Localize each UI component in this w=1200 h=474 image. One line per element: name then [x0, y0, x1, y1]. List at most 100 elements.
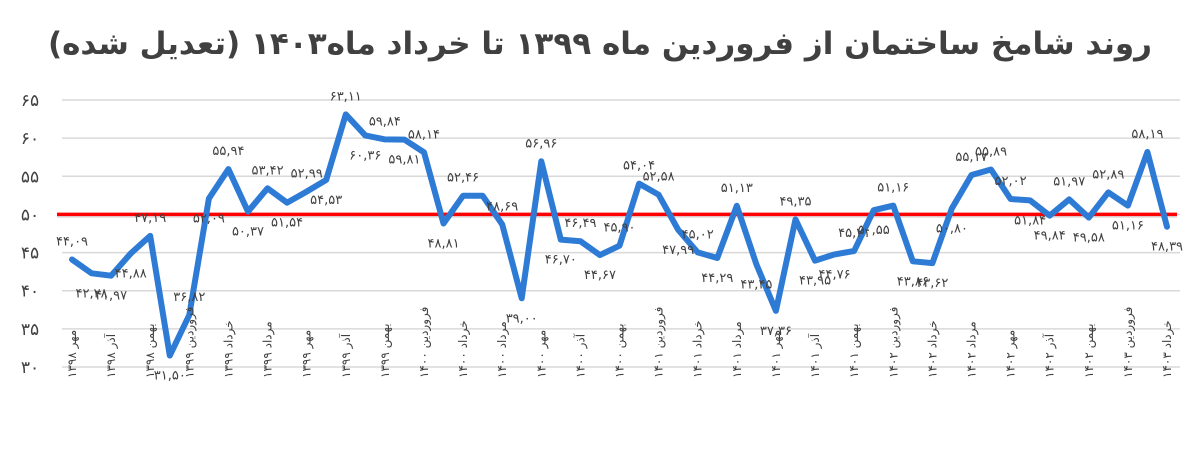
- data-point-label: ۵۲,۴۶: [447, 171, 479, 186]
- x-tick-label: فروردین ۱۴۰۱: [652, 307, 667, 378]
- x-tick-label: مرداد ۱۴۰۱: [730, 321, 745, 378]
- data-point-label: ۴۷,۱۹: [134, 211, 166, 226]
- data-point-label: ۴۱,۹۷: [95, 289, 127, 304]
- data-point-label: ۵۸,۱۹: [1131, 127, 1163, 142]
- data-point-label: ۴۴,۷۶: [819, 267, 851, 282]
- data-point-label: ۴۹,۳۵: [779, 194, 811, 209]
- data-point-label: ۴۵,۰۲: [682, 227, 714, 242]
- y-tick-label: ۳۵: [21, 320, 39, 340]
- data-point-label: ۵۲,۸۹: [1092, 167, 1124, 182]
- data-point-label: ۴۴,۰۹: [56, 235, 88, 250]
- data-point-label: ۵۰,۵۵: [858, 223, 890, 238]
- data-point-label: ۵۱,۵۴: [271, 216, 303, 231]
- data-point-label: ۵۶,۹۶: [525, 136, 557, 151]
- x-tick-label: فروردین ۱۳۹۹: [182, 307, 197, 378]
- data-point-label: ۵۲,۰۹: [193, 211, 225, 226]
- y-tick-label: ۵۵: [21, 167, 39, 187]
- x-tick-label: خرداد ۱۴۰۱: [691, 320, 706, 378]
- data-point-label: ۴۳,۸۶: [897, 274, 929, 289]
- data-point-label: ۴۴,۸۸: [115, 266, 147, 281]
- x-tick-label: بهمن ۱۳۹۹: [378, 323, 393, 378]
- data-point-label: ۴۳,۹۵: [799, 274, 831, 289]
- x-tick-label: مهر ۱۴۰۲: [1004, 330, 1019, 378]
- data-point-label: ۶۳,۱۱: [330, 89, 362, 104]
- x-tick-label: خرداد ۱۴۰۳: [1160, 320, 1175, 378]
- series-line: [69, 111, 1170, 359]
- data-point-label: ۴۲,۲۸: [76, 286, 108, 301]
- data-point-label: ۳۷,۳۶: [760, 324, 792, 339]
- x-tick-label: فروردین ۱۴۰۳: [1121, 307, 1136, 378]
- data-point-label: ۵۵,۹۴: [212, 144, 244, 159]
- y-axis-ticks: ۳۰ ۳۵ ۴۰ ۴۵ ۵۰ ۵۵ ۶۰ ۶۵: [21, 91, 39, 378]
- x-tick-label: بهمن ۱۴۰۰: [613, 323, 628, 378]
- data-point-label: ۴۴,۶۷: [584, 268, 616, 283]
- data-point-label: ۴۸,۸۱: [427, 237, 459, 252]
- data-point-label: ۴۳,۴۵: [740, 277, 772, 292]
- data-point-label: ۴۴,۲۹: [701, 271, 733, 286]
- data-point-label: ۴۸,۶۹: [486, 199, 518, 214]
- x-tick-label: بهمن ۱۳۹۸: [143, 323, 158, 378]
- x-tick-label: مهر ۱۴۰۱: [769, 330, 784, 378]
- x-tick-label: آذر ۱۴۰۱: [807, 333, 823, 378]
- data-point-label: ۴۹,۵۸: [1073, 231, 1105, 246]
- data-point-label: ۵۰,۸۰: [936, 221, 968, 236]
- data-point-label: ۵۱,۱۳: [721, 181, 753, 196]
- x-axis-labels: مهر ۱۳۹۸ آذر ۱۳۹۸ بهمن ۱۳۹۸ فروردین ۱۳۹۹ خرد…: [65, 307, 1175, 378]
- data-point-label: ۵۲,۹۹: [291, 167, 323, 182]
- chart-title: روند شامخ ساختمان از فروردین ماه ۱۳۹۹ تا…: [47, 26, 1153, 62]
- data-point-label: ۶۰,۳۶: [349, 148, 381, 163]
- x-tick-label: مهر ۱۳۹۹: [300, 330, 315, 378]
- data-point-label: ۳۶,۸۲: [173, 290, 205, 305]
- data-point-label: ۴۵,۲۱: [838, 226, 870, 241]
- x-tick-label: مرداد ۱۴۰۲: [964, 321, 979, 378]
- data-point-label: ۵۴,۵۳: [310, 193, 342, 208]
- data-point-label: ۴۶,۴۹: [564, 216, 596, 231]
- x-tick-label: فروردین ۱۴۰۰: [417, 307, 432, 378]
- data-point-label: ۴۵,۹۰: [603, 221, 635, 236]
- y-tick-label: ۶۰: [21, 129, 39, 149]
- series-polyline: [69, 111, 1170, 359]
- y-tick-label: ۶۵: [21, 91, 39, 111]
- x-tick-label: مهر ۱۴۰۰: [534, 330, 549, 378]
- data-point-label: ۵۲,۵۸: [643, 170, 675, 185]
- y-tick-label: ۴۰: [21, 282, 39, 302]
- x-tick-label: آذر ۱۴۰۰: [572, 333, 588, 378]
- data-point-label: ۳۱,۵۰: [154, 369, 186, 384]
- x-tick-label: مهر ۱۳۹۸: [65, 330, 80, 378]
- data-point-label: ۵۰,۳۷: [232, 225, 264, 240]
- data-point-label: ۴۷,۹۹: [662, 243, 694, 258]
- data-point-label: ۵۲,۰۲: [995, 174, 1027, 189]
- data-point-label: ۵۳,۴۲: [252, 163, 284, 178]
- x-tick-label: بهمن ۱۴۰۱: [847, 323, 862, 378]
- x-tick-label: مرداد ۱۴۰۰: [495, 321, 510, 378]
- data-point-label: ۵۵,۸۹: [975, 144, 1007, 159]
- data-point-label: ۵۱,۱۶: [1112, 219, 1144, 234]
- y-tick-label: ۴۵: [21, 244, 39, 264]
- y-tick-label: ۳۰: [21, 358, 39, 378]
- x-tick-label: آذر ۱۳۹۸: [103, 333, 119, 378]
- data-point-label: ۳۹,۰۰: [506, 311, 538, 326]
- x-tick-label: آذر ۱۳۹۹: [338, 333, 354, 378]
- data-point-label: ۵۹,۸۴: [369, 114, 401, 129]
- x-tick-label: فروردین ۱۴۰۲: [886, 307, 901, 378]
- data-point-label: ۴۶,۷۰: [545, 253, 577, 268]
- threshold-line-50: [57, 212, 1177, 218]
- data-point-label: ۴۳,۶۲: [916, 276, 948, 291]
- data-point-label: ۵۱,۸۴: [1014, 213, 1046, 228]
- x-tick-label: بهمن ۱۴۰۲: [1082, 323, 1097, 378]
- data-point-label: ۵۸,۱۴: [408, 127, 440, 142]
- data-point-label: ۵۹,۸۱: [388, 153, 420, 168]
- data-point-label: ۵۱,۱۶: [877, 181, 909, 196]
- x-tick-label: خرداد ۱۴۰۰: [456, 320, 471, 378]
- x-tick-label: آذر ۱۴۰۲: [1042, 333, 1058, 378]
- x-tick-label: خرداد ۱۳۹۹: [221, 320, 236, 378]
- data-point-label: ۵۴,۰۴: [623, 159, 655, 174]
- gridlines: [62, 99, 1180, 368]
- data-point-label: ۵۱,۹۷: [1053, 174, 1085, 189]
- data-point-label: ۴۹,۸۴: [1034, 229, 1066, 244]
- data-point-label: ۵۵,۱۷: [955, 150, 987, 165]
- data-point-label: ۴۸,۳۹: [1151, 240, 1183, 255]
- x-tick-label: خرداد ۱۴۰۲: [925, 320, 940, 378]
